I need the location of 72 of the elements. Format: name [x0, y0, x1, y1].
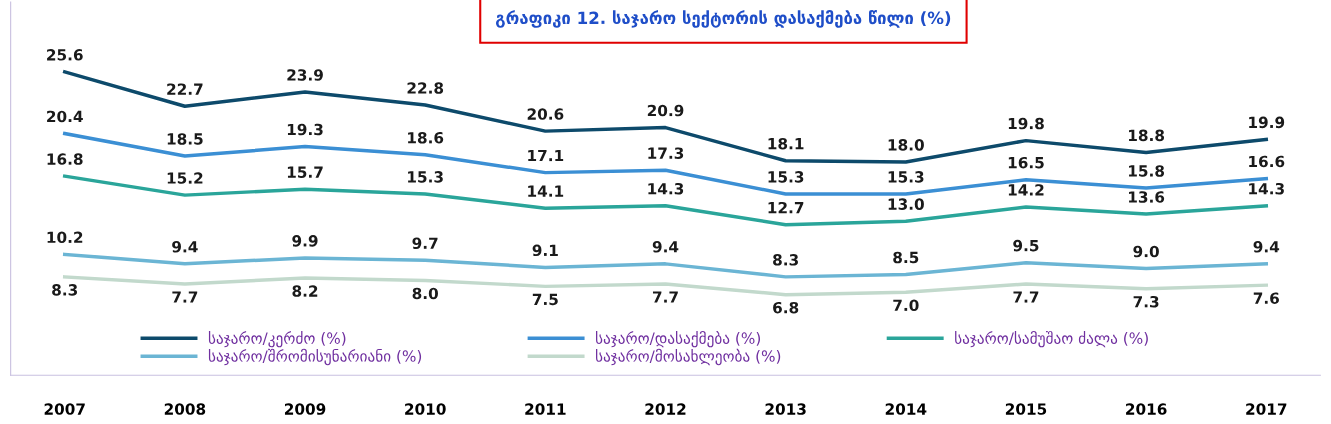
data-label: 7.7	[1013, 291, 1039, 303]
x-tick-label: 2009	[284, 403, 326, 415]
data-label: 7.5	[532, 293, 558, 306]
data-label: 14.1	[528, 185, 564, 197]
chart-title: გრაფიკი 12. საჯარო სექტორის დასაქმება წილი (%)	[495, 10, 951, 28]
x-tick-label: 2007	[44, 403, 85, 415]
data-label: 23.9	[287, 69, 323, 81]
data-label: 13.0	[888, 198, 924, 210]
x-tick-label: 2012	[645, 403, 686, 415]
data-label: 8.5	[893, 251, 919, 264]
data-label: 15.7	[287, 166, 323, 178]
x-tick-label: 2015	[1005, 403, 1047, 415]
legend-label: საჯარო/კერძო (%)	[208, 330, 346, 348]
x-tick-label: 2014	[885, 403, 927, 415]
data-label: 16.6	[1249, 155, 1285, 168]
legend-label: საჯარო/დასაქმება (%)	[596, 330, 761, 348]
data-label: 17.3	[648, 147, 684, 159]
data-label: 9.0	[1133, 245, 1159, 258]
data-label: 12.7	[768, 201, 804, 214]
x-tick-label: 2011	[525, 403, 566, 415]
data-label: 22.7	[167, 83, 203, 95]
data-label: 15.2	[167, 172, 203, 184]
data-label: 10.2	[47, 231, 83, 244]
data-label: 14.2	[1008, 184, 1044, 196]
data-label: 14.3	[648, 182, 684, 195]
data-label: 15.8	[1129, 165, 1165, 177]
data-label: 18.0	[888, 139, 924, 151]
data-label: 8.2	[292, 285, 318, 297]
data-label: 9.4	[1253, 241, 1280, 253]
data-label: 9.4	[652, 241, 679, 253]
data-label: 25.6	[47, 49, 83, 61]
legend-label: საჯარო/შრომისუნარიანი (%)	[208, 348, 422, 366]
data-label: 9.9	[292, 235, 318, 247]
x-tick-label: 2013	[765, 403, 806, 415]
data-label: 20.4	[47, 110, 83, 123]
data-label: 19.8	[1008, 117, 1044, 130]
data-label: 7.6	[1253, 292, 1279, 304]
data-label: 9.4	[172, 241, 198, 253]
x-tick-label: 2017	[1246, 403, 1287, 415]
legend-label: საჯარო/სამუშაო ძალა (%)	[955, 330, 1148, 348]
data-label: 16.8	[47, 153, 83, 165]
data-label: 8.3	[52, 284, 78, 296]
data-label: 15.3	[768, 171, 804, 183]
x-tick-label: 2016	[1126, 403, 1167, 415]
data-label: 20.6	[527, 108, 564, 120]
x-tick-label: 2010	[405, 403, 446, 415]
data-label: 14.3	[1249, 182, 1284, 195]
data-label: 20.9	[647, 104, 684, 117]
data-label: 9.5	[1013, 239, 1039, 252]
x-tick-label: 2008	[164, 403, 206, 415]
data-label: 18.5	[167, 133, 203, 145]
data-label: 8.3	[773, 254, 798, 266]
data-label: 8.0	[412, 287, 438, 300]
data-label: 19.3	[287, 123, 323, 136]
data-label: 16.5	[1008, 156, 1044, 169]
data-label: 7.7	[172, 291, 198, 303]
data-label: 19.9	[1249, 116, 1285, 129]
legend-label: საჯარო/მოსახლეობა (%)	[596, 348, 781, 366]
data-label: 17.1	[528, 149, 564, 162]
data-label: 6.8	[773, 301, 799, 314]
data-label: 15.3	[888, 171, 924, 183]
data-label: 7.0	[893, 299, 919, 312]
data-label: 9.1	[532, 244, 558, 257]
data-label: 7.7	[652, 291, 678, 303]
data-label: 18.6	[408, 131, 444, 144]
data-label: 18.1	[768, 137, 804, 150]
data-label: 18.8	[1129, 129, 1165, 142]
data-label: 13.6	[1129, 191, 1165, 203]
data-label: 9.7	[412, 237, 438, 250]
data-label: 22.8	[407, 82, 444, 94]
data-label: 7.3	[1133, 295, 1159, 308]
data-label: 15.3	[408, 171, 443, 183]
